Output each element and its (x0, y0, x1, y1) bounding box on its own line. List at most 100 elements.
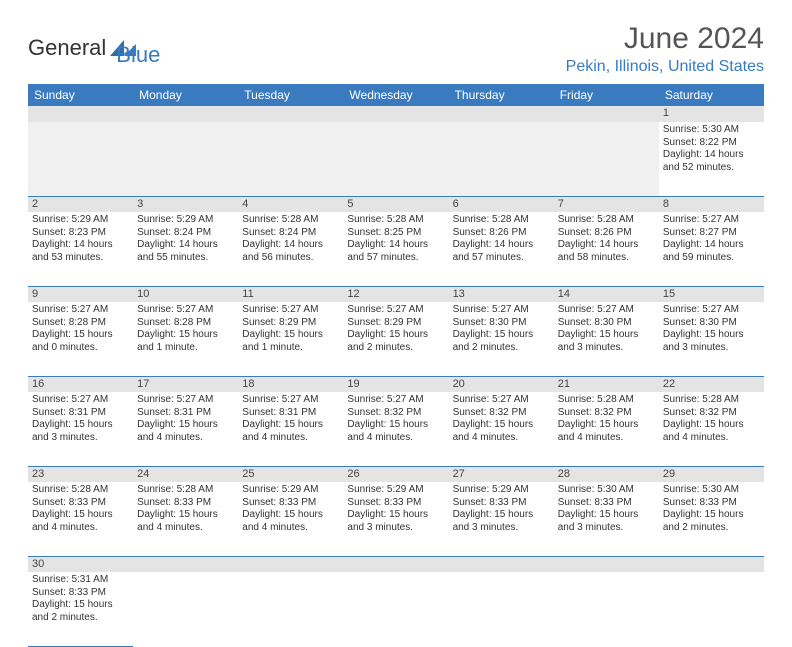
daylight-text: Daylight: 15 hours and 3 minutes. (32, 419, 129, 444)
logo-text-general: General (28, 35, 106, 61)
sunrise-text: Sunrise: 5:27 AM (32, 394, 129, 407)
sunrise-text: Sunrise: 5:30 AM (663, 484, 760, 497)
sunset-text: Sunset: 8:32 PM (558, 407, 655, 420)
sunset-text: Sunset: 8:33 PM (663, 497, 760, 510)
week-row: Sunrise: 5:30 AMSunset: 8:22 PMDaylight:… (28, 122, 764, 196)
day-cell: Sunrise: 5:30 AMSunset: 8:22 PMDaylight:… (659, 122, 764, 196)
sunrise-text: Sunrise: 5:27 AM (453, 394, 550, 407)
day-number-cell: 29 (659, 466, 764, 482)
day-number-cell: 23 (28, 466, 133, 482)
day-cell: Sunrise: 5:28 AMSunset: 8:33 PMDaylight:… (28, 482, 133, 556)
day-cell (554, 122, 659, 196)
day-cell: Sunrise: 5:28 AMSunset: 8:32 PMDaylight:… (659, 392, 764, 466)
sunrise-text: Sunrise: 5:28 AM (453, 214, 550, 227)
day-cell: Sunrise: 5:29 AMSunset: 8:24 PMDaylight:… (133, 212, 238, 286)
sunrise-text: Sunrise: 5:27 AM (663, 214, 760, 227)
sunrise-text: Sunrise: 5:27 AM (663, 304, 760, 317)
daynum-row: 1 (28, 106, 764, 122)
daynum-row: 23242526272829 (28, 466, 764, 482)
day-cell: Sunrise: 5:30 AMSunset: 8:33 PMDaylight:… (554, 482, 659, 556)
sunrise-text: Sunrise: 5:29 AM (347, 484, 444, 497)
day-number-cell: 20 (449, 376, 554, 392)
day-number-cell: 22 (659, 376, 764, 392)
day-number-cell (238, 106, 343, 122)
day-number-cell: 1 (659, 106, 764, 122)
day-number-cell: 30 (28, 556, 133, 572)
day-cell: Sunrise: 5:28 AMSunset: 8:32 PMDaylight:… (554, 392, 659, 466)
day-number-cell: 16 (28, 376, 133, 392)
calendar-table: SundayMondayTuesdayWednesdayThursdayFrid… (28, 84, 764, 647)
sunrise-text: Sunrise: 5:28 AM (558, 214, 655, 227)
day-number-cell: 14 (554, 286, 659, 302)
logo: General Blue (28, 28, 160, 68)
day-cell (28, 122, 133, 196)
daylight-text: Daylight: 15 hours and 3 minutes. (453, 509, 550, 534)
day-number-cell: 3 (133, 196, 238, 212)
daylight-text: Daylight: 14 hours and 52 minutes. (663, 149, 760, 174)
day-number-cell: 19 (343, 376, 448, 392)
daylight-text: Daylight: 15 hours and 2 minutes. (663, 509, 760, 534)
day-number-cell: 26 (343, 466, 448, 482)
sunset-text: Sunset: 8:30 PM (663, 317, 760, 330)
daylight-text: Daylight: 14 hours and 59 minutes. (663, 239, 760, 264)
sunset-text: Sunset: 8:26 PM (453, 227, 550, 240)
day-cell: Sunrise: 5:27 AMSunset: 8:30 PMDaylight:… (554, 302, 659, 376)
sunset-text: Sunset: 8:26 PM (558, 227, 655, 240)
daylight-text: Daylight: 14 hours and 56 minutes. (242, 239, 339, 264)
location: Pekin, Illinois, United States (566, 58, 764, 76)
sunrise-text: Sunrise: 5:27 AM (347, 304, 444, 317)
day-cell: Sunrise: 5:27 AMSunset: 8:32 PMDaylight:… (449, 392, 554, 466)
weekday-header: Thursday (449, 84, 554, 106)
sunset-text: Sunset: 8:24 PM (137, 227, 234, 240)
day-cell: Sunrise: 5:28 AMSunset: 8:33 PMDaylight:… (133, 482, 238, 556)
sunset-text: Sunset: 8:28 PM (137, 317, 234, 330)
sunset-text: Sunset: 8:31 PM (32, 407, 129, 420)
day-cell: Sunrise: 5:27 AMSunset: 8:28 PMDaylight:… (28, 302, 133, 376)
day-number-cell (343, 556, 448, 572)
sunrise-text: Sunrise: 5:28 AM (242, 214, 339, 227)
day-number-cell (659, 556, 764, 572)
sunset-text: Sunset: 8:31 PM (242, 407, 339, 420)
daylight-text: Daylight: 14 hours and 58 minutes. (558, 239, 655, 264)
sunset-text: Sunset: 8:29 PM (347, 317, 444, 330)
day-cell: Sunrise: 5:27 AMSunset: 8:30 PMDaylight:… (449, 302, 554, 376)
day-cell: Sunrise: 5:27 AMSunset: 8:27 PMDaylight:… (659, 212, 764, 286)
sunset-text: Sunset: 8:33 PM (32, 497, 129, 510)
day-cell: Sunrise: 5:27 AMSunset: 8:28 PMDaylight:… (133, 302, 238, 376)
day-cell: Sunrise: 5:29 AMSunset: 8:23 PMDaylight:… (28, 212, 133, 286)
sunrise-text: Sunrise: 5:27 AM (347, 394, 444, 407)
day-number-cell: 15 (659, 286, 764, 302)
day-number-cell (554, 106, 659, 122)
day-cell: Sunrise: 5:28 AMSunset: 8:26 PMDaylight:… (554, 212, 659, 286)
sunset-text: Sunset: 8:30 PM (558, 317, 655, 330)
sunset-text: Sunset: 8:33 PM (32, 587, 129, 600)
day-cell (659, 572, 764, 646)
day-cell: Sunrise: 5:29 AMSunset: 8:33 PMDaylight:… (343, 482, 448, 556)
sunrise-text: Sunrise: 5:28 AM (558, 394, 655, 407)
sunrise-text: Sunrise: 5:27 AM (32, 304, 129, 317)
daylight-text: Daylight: 14 hours and 57 minutes. (453, 239, 550, 264)
daylight-text: Daylight: 15 hours and 3 minutes. (558, 509, 655, 534)
day-number-cell: 8 (659, 196, 764, 212)
daylight-text: Daylight: 15 hours and 4 minutes. (32, 509, 129, 534)
daylight-text: Daylight: 15 hours and 3 minutes. (663, 329, 760, 354)
sunset-text: Sunset: 8:22 PM (663, 137, 760, 150)
day-number-cell: 2 (28, 196, 133, 212)
day-cell (449, 572, 554, 646)
sunset-text: Sunset: 8:32 PM (663, 407, 760, 420)
day-number-cell (28, 106, 133, 122)
day-number-cell (133, 556, 238, 572)
day-cell (343, 572, 448, 646)
day-number-cell (133, 106, 238, 122)
day-number-cell: 18 (238, 376, 343, 392)
daylight-text: Daylight: 15 hours and 4 minutes. (137, 419, 234, 444)
day-cell: Sunrise: 5:27 AMSunset: 8:31 PMDaylight:… (133, 392, 238, 466)
day-number-cell: 10 (133, 286, 238, 302)
sunrise-text: Sunrise: 5:28 AM (347, 214, 444, 227)
sunrise-text: Sunrise: 5:27 AM (558, 304, 655, 317)
sunset-text: Sunset: 8:33 PM (242, 497, 339, 510)
daylight-text: Daylight: 15 hours and 3 minutes. (558, 329, 655, 354)
day-cell (238, 572, 343, 646)
day-cell: Sunrise: 5:27 AMSunset: 8:29 PMDaylight:… (238, 302, 343, 376)
day-cell: Sunrise: 5:29 AMSunset: 8:33 PMDaylight:… (449, 482, 554, 556)
